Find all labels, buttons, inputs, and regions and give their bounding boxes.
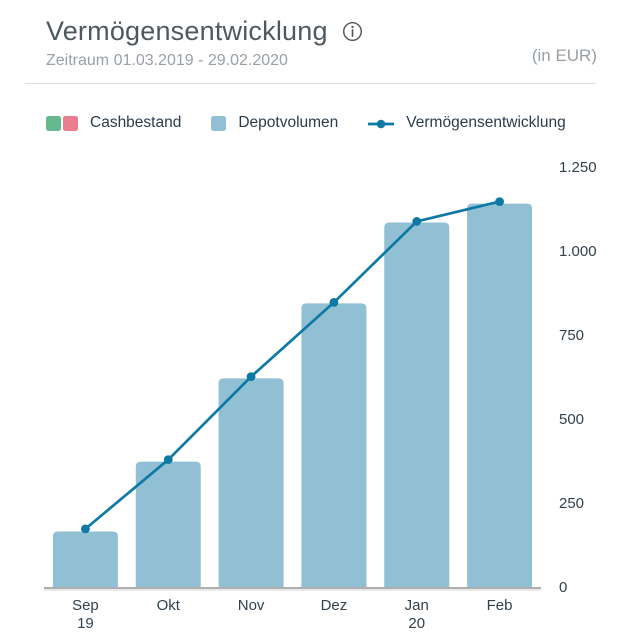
y-tick-label: 750 [559, 327, 584, 344]
y-tick-label: 0 [559, 579, 567, 596]
bar-dez[interactable] [301, 303, 367, 587]
y-tick-label: 250 [559, 495, 584, 512]
bar-nov[interactable] [218, 378, 284, 587]
data-point-dez[interactable] [329, 298, 339, 307]
data-point-feb[interactable] [495, 197, 504, 207]
data-point-okt[interactable] [163, 455, 173, 465]
y-tick-label: 1.000 [559, 243, 597, 260]
y-tick-label: 1.250 [559, 159, 597, 176]
x-tick-label: Dez [321, 597, 348, 614]
date-range-subtitle: Zeitraum 01.03.2019 - 29.02.2020 [46, 52, 288, 69]
unit-label: (in EUR) [531, 46, 597, 65]
depotvolumen-swatch [211, 115, 227, 131]
legend-label-cashbestand: Cashbestand [90, 114, 182, 131]
x-tick-year-label: 20 [408, 615, 425, 632]
cashbestand-green-swatch [46, 115, 61, 131]
page-title: Vermögensentwicklung [46, 16, 328, 46]
legend-item-depotvolumen[interactable]: Depotvolumen [211, 114, 338, 132]
legend-label-vermoegensentwicklung: Vermögensentwicklung [406, 114, 566, 131]
x-tick-label: Nov [238, 597, 265, 614]
header-divider [25, 83, 596, 84]
x-tick-label: Feb [487, 597, 513, 614]
x-tick-year-label: 19 [77, 615, 94, 632]
bar-feb[interactable] [467, 203, 533, 587]
legend-item-vermoegensentwicklung[interactable]: Vermögensentwicklung [368, 114, 566, 132]
x-tick-label: Jan [405, 597, 429, 614]
bar-jan[interactable] [384, 222, 450, 587]
bar-sep[interactable] [52, 531, 118, 587]
data-point-nov[interactable] [246, 372, 256, 382]
line-dot-marker [368, 117, 395, 129]
bar-okt[interactable] [135, 461, 201, 587]
x-tick-label: Okt [157, 597, 181, 614]
y-tick-label: 500 [559, 411, 584, 428]
legend-item-cashbestand[interactable]: Cashbestand [46, 114, 181, 132]
header: Vermögensentwicklung [46, 16, 363, 47]
chart-legend: Cashbestand Depotvolumen Vermögensentwic… [46, 114, 566, 132]
x-tick-label: Sep [72, 597, 99, 614]
line-vermoegensentwicklung [84, 200, 501, 531]
data-point-sep[interactable] [81, 524, 90, 534]
cashbestand-swatches [46, 115, 78, 131]
legend-label-depotvolumen: Depotvolumen [238, 114, 339, 131]
info-icon[interactable] [342, 21, 363, 42]
cashbestand-red-swatch [63, 115, 78, 131]
data-point-jan[interactable] [412, 217, 422, 226]
